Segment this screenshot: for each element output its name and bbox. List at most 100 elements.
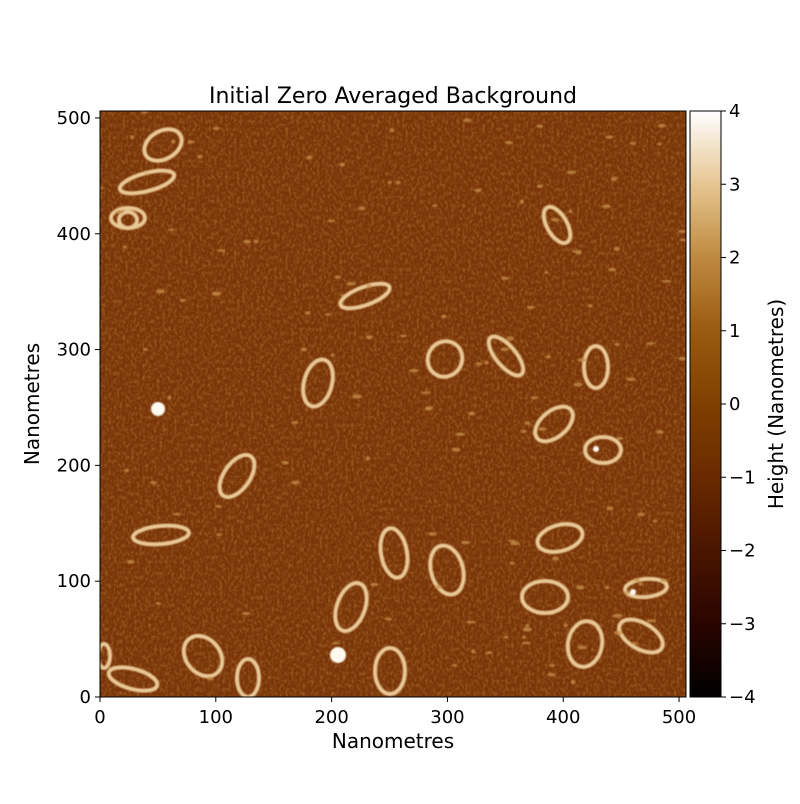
colorbar-label: Height (Nanometres): [764, 299, 788, 509]
heatmap-image: [100, 111, 686, 697]
dna-loop: [142, 127, 184, 163]
surface-speckle: [340, 294, 345, 297]
surface-speckle: [474, 188, 482, 193]
dna-loop: [623, 576, 669, 600]
surface-speckle: [568, 209, 573, 214]
surface-speckle: [657, 142, 662, 146]
chart-title: Initial Zero Averaged Background: [209, 84, 577, 109]
surface-speckle: [100, 649, 103, 652]
surface-speckle: [543, 270, 549, 274]
surface-speckle: [573, 382, 583, 387]
surface-speckle: [462, 118, 472, 123]
surface-speckle: [440, 314, 447, 319]
surface-speckle: [253, 239, 259, 244]
surface-speckle: [577, 358, 587, 363]
x-tick-label: 100: [199, 707, 233, 728]
dna-loop: [565, 619, 605, 669]
surface-speckle: [155, 601, 162, 605]
colorbar-axis: −4 −3 −2 −1 0 1 2 3 4: [721, 101, 756, 708]
surface-speckle: [357, 206, 366, 211]
surface-speckle: [626, 377, 636, 382]
surface-speckle: [525, 623, 530, 627]
surface-speckle: [601, 204, 611, 209]
x-axis-label: Nanometres: [332, 729, 454, 753]
surface-speckle: [510, 541, 520, 546]
surface-speckle: [395, 180, 401, 185]
surface-speckle: [211, 291, 222, 296]
surface-speckle: [500, 347, 510, 352]
surface-speckle: [506, 336, 515, 341]
surface-speckle: [143, 348, 149, 351]
surface-speckle: [521, 641, 531, 645]
surface-speckle: [409, 368, 419, 373]
dna-loop: [117, 210, 139, 230]
x-tick-label: 300: [430, 707, 464, 728]
surface-speckle: [522, 636, 527, 639]
surface-speckle: [537, 184, 544, 188]
surface-speckle: [424, 406, 434, 410]
surface-speckle: [129, 135, 135, 139]
dna-loop: [217, 452, 257, 500]
surface-speckle: [167, 395, 172, 400]
dna-loop: [301, 357, 335, 409]
surface-speckle: [552, 556, 559, 561]
surface-speckle: [612, 613, 623, 618]
surface-speckle: [661, 280, 672, 283]
surface-speckle: [167, 228, 175, 232]
surface-speckle: [522, 627, 532, 632]
surface-speckle: [216, 249, 226, 252]
surface-speckle: [306, 155, 313, 160]
surface-speckle: [197, 154, 203, 159]
surface-speckle: [399, 334, 407, 338]
dna-loop: [100, 642, 112, 670]
surface-speckle: [126, 559, 135, 564]
surface-speckle: [471, 649, 476, 654]
surface-speckle: [605, 135, 614, 139]
y-tick-label: 100: [57, 571, 91, 592]
dna-loop: [617, 617, 665, 655]
surface-speckle: [366, 284, 372, 289]
x-tick-label: 500: [662, 707, 696, 728]
surface-speckle: [613, 246, 621, 251]
surface-speckle: [530, 396, 539, 400]
surface-speckle: [577, 645, 587, 650]
surface-speckle: [243, 239, 251, 244]
colorbar-tick-label: 3: [729, 174, 740, 195]
surface-speckle: [537, 124, 543, 128]
surface-speckle: [503, 635, 509, 639]
y-tick-label: 500: [57, 108, 91, 129]
surface-speckle: [387, 181, 392, 184]
surface-speckle: [150, 480, 157, 485]
colorbar-tick-label: −2: [729, 541, 756, 562]
surface-speckle: [607, 267, 617, 272]
dna-loop: [583, 435, 623, 465]
surface-speckle: [365, 456, 371, 461]
colorbar-tick-label: −4: [729, 687, 756, 708]
surface-speckle: [655, 430, 664, 435]
surface-speckle: [505, 140, 514, 145]
surface-speckle: [629, 141, 636, 145]
surface-speckle: [327, 219, 336, 223]
dna-loop: [373, 646, 407, 696]
surface-speckle: [646, 619, 657, 623]
surface-speckle: [616, 436, 623, 441]
surface-speckle: [215, 533, 222, 537]
surface-speckle: [588, 304, 594, 308]
surface-speckle: [171, 512, 182, 516]
surface-speckle: [475, 362, 483, 366]
surface-speckle: [115, 210, 124, 215]
surface-speckle: [434, 584, 443, 589]
x-tick-label: 400: [546, 707, 580, 728]
surface-speckle: [365, 335, 374, 340]
surface-speckle: [144, 173, 150, 176]
surface-speckle: [652, 519, 658, 523]
surface-speckle: [304, 311, 311, 315]
surface-speckle: [212, 126, 220, 131]
surface-speckle: [324, 313, 332, 316]
surface-speckle: [346, 282, 356, 286]
surface-speckle: [351, 394, 362, 399]
surface-speckle: [155, 289, 166, 294]
surface-speckle: [389, 128, 395, 133]
surface-speckle: [526, 305, 535, 309]
bright-spot: [330, 647, 346, 663]
